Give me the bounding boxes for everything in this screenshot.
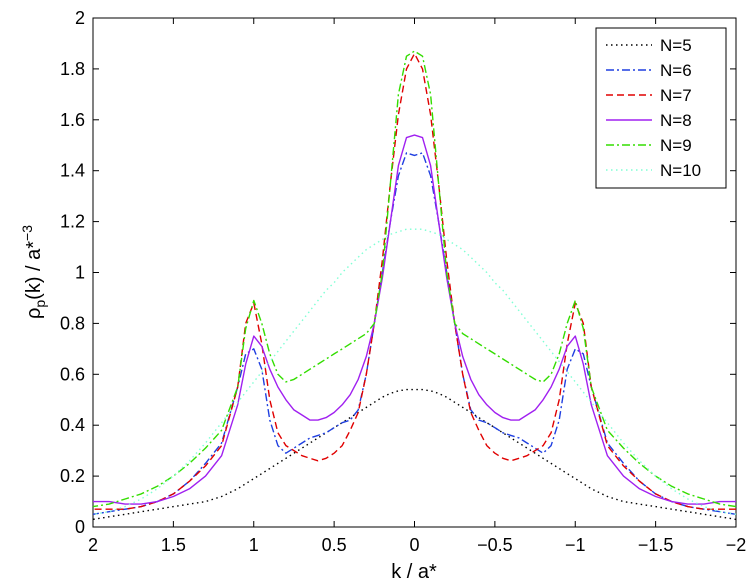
x-tick-label: −1.5 [638,535,674,555]
x-tick-label: 2 [88,535,98,555]
y-tick-label: 1.4 [60,161,85,181]
y-axis-label-main: (k) / a* [23,241,45,300]
axis-ticks [92,17,737,528]
series-line-n-8 [93,134,736,505]
legend-label: N=6 [660,61,692,80]
y-tick-label: 0 [75,517,85,537]
legend-label: N=9 [660,136,692,155]
x-tick-label: 0.5 [322,535,347,555]
legend-label: N=8 [660,111,692,130]
x-tick-label: 0 [409,535,419,555]
y-tick-label: 0.4 [60,415,85,435]
x-tick-label: 1.5 [161,535,186,555]
legend-label: N=7 [660,86,692,105]
y-axis-label-subscript: p [32,300,48,308]
series-line-n-9 [92,50,737,508]
x-tick-label: −1 [565,535,586,555]
y-tick-label: 2 [75,8,85,28]
y-tick-label: 0.6 [60,364,85,384]
legend: N=5 N=6 N=7 N=8 N=9 N=10 [595,27,727,189]
y-axis-label: ρp(k) / a*−3 [19,225,48,319]
series-line-n-5 [92,388,737,521]
series-line-n-6 [92,152,737,515]
y-axis-label-symbol: ρ [23,308,45,319]
x-tick-label: 1 [249,535,259,555]
y-tick-label: 0.8 [60,313,85,333]
y-tick-label: 1.8 [60,59,85,79]
x-tick-label: −0.5 [477,535,513,555]
y-tick-label: 1.6 [60,110,85,130]
legend-label: N=5 [660,36,692,55]
y-tick-label: 0.2 [60,466,85,486]
series-lines [92,50,737,521]
x-axis-label: k / a* [391,561,437,583]
y-axis-label-superscript: −3 [19,225,35,241]
x-tick-label: −2 [726,535,747,555]
series-line-n-10 [92,228,737,515]
y-tick-label: 1 [75,263,85,283]
tick-labels: 2 1.5 1 0.5 0 −0.5 −1 −1.5 −2 0 0.2 0.4 0.6 0.8 1 1.2 1.… [60,8,746,555]
legend-label: N=10 [660,161,701,180]
y-tick-label: 1.2 [60,212,85,232]
legend-box [595,27,727,189]
